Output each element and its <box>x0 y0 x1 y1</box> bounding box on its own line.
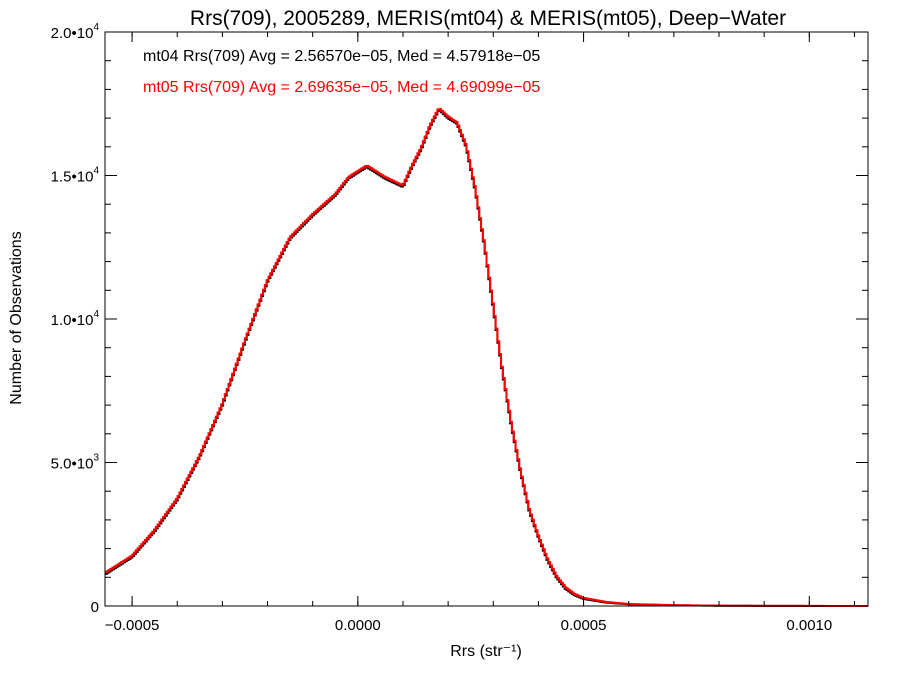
x-tick-label: −0.0005 <box>105 617 160 634</box>
chart-title: Rrs(709), 2005289, MERIS(mt04) & MERIS(m… <box>190 7 786 30</box>
y-axis-label: Number of Observations <box>8 231 25 404</box>
annotation-mt04: mt04 Rrs(709) Avg = 2.56570e−05, Med = 4… <box>143 48 540 65</box>
plot-frame <box>104 31 869 607</box>
x-tick-label: 0.0010 <box>786 617 832 634</box>
y-tick-label: 1.5•104 <box>51 166 100 186</box>
y-tick-label: 5.0•103 <box>51 453 100 473</box>
annotation-mt05: mt05 Rrs(709) Avg = 2.69635e−05, Med = 4… <box>143 79 540 96</box>
y-tick-label: 1.0•104 <box>51 309 100 329</box>
y-tick-label: 2.0•104 <box>51 22 100 42</box>
x-tick-label: 0.0000 <box>335 617 381 634</box>
y-tick-label: 0 <box>91 599 99 616</box>
x-axis-label: Rrs (str⁻¹) <box>450 643 522 660</box>
y-axis-label-group: Number of Observations <box>8 231 25 404</box>
x-tick-label: 0.0005 <box>561 617 607 634</box>
tick-layer: −0.0005 0.0000 0.0005 0.0010 0 5.0•103 1.0•104… <box>51 22 868 634</box>
